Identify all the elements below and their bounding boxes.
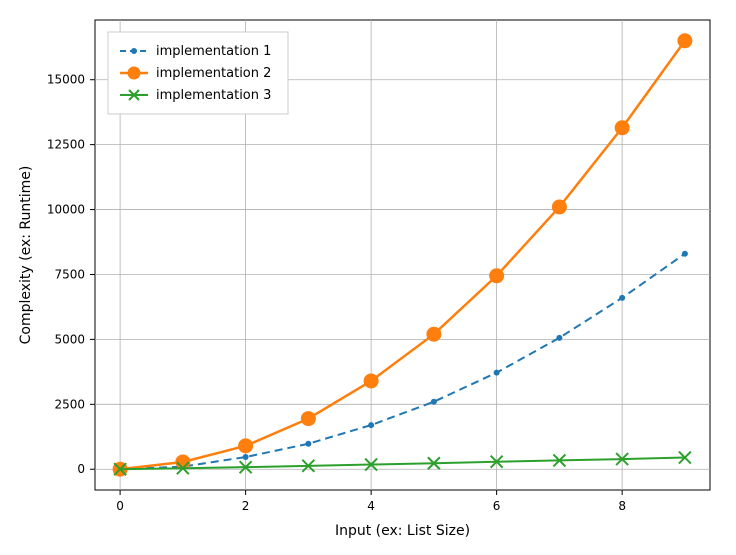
ytick-label: 10000 xyxy=(47,203,85,217)
chart-svg: 0 2 4 6 8 0 2500 5000 7500 10000 12500 15000 Input (… xyxy=(0,0,736,555)
ytick-label: 2500 xyxy=(54,397,85,411)
xtick-label: 2 xyxy=(242,499,250,513)
legend-label: implementation 1 xyxy=(156,44,271,59)
marker-dot xyxy=(131,48,137,54)
xtick-label: 6 xyxy=(493,499,501,513)
xtick-label: 8 xyxy=(618,499,626,513)
marker-dot xyxy=(431,399,437,405)
xtick-label: 4 xyxy=(367,499,375,513)
ytick-label: 15000 xyxy=(47,73,85,87)
marker-dot xyxy=(305,441,311,447)
marker-dot xyxy=(682,251,688,257)
legend-label: implementation 3 xyxy=(156,88,271,103)
ytick-label: 12500 xyxy=(47,138,85,152)
y-axis-label: Complexity (ex: Runtime) xyxy=(18,166,34,345)
marker-circle xyxy=(301,412,315,426)
marker-dot xyxy=(556,335,562,341)
marker-circle xyxy=(490,269,504,283)
marker-circle xyxy=(239,439,253,453)
marker-circle xyxy=(128,67,140,79)
marker-dot xyxy=(494,370,500,376)
ytick-label: 7500 xyxy=(54,267,85,281)
complexity-chart: 0 2 4 6 8 0 2500 5000 7500 10000 12500 15000 Input (… xyxy=(0,0,736,555)
marker-dot xyxy=(368,422,374,428)
x-axis-label: Input (ex: List Size) xyxy=(335,523,470,539)
marker-circle xyxy=(364,374,378,388)
ytick-label: 5000 xyxy=(54,332,85,346)
legend-label: implementation 2 xyxy=(156,66,271,81)
ytick-label: 0 xyxy=(77,462,85,476)
marker-circle xyxy=(427,327,441,341)
marker-dot xyxy=(619,295,625,301)
xtick-label: 0 xyxy=(116,499,124,513)
marker-dot xyxy=(243,454,249,460)
marker-circle xyxy=(678,34,692,48)
marker-circle xyxy=(615,121,629,135)
marker-circle xyxy=(552,200,566,214)
legend: implementation 1 implementation 2 implemen… xyxy=(108,32,288,114)
